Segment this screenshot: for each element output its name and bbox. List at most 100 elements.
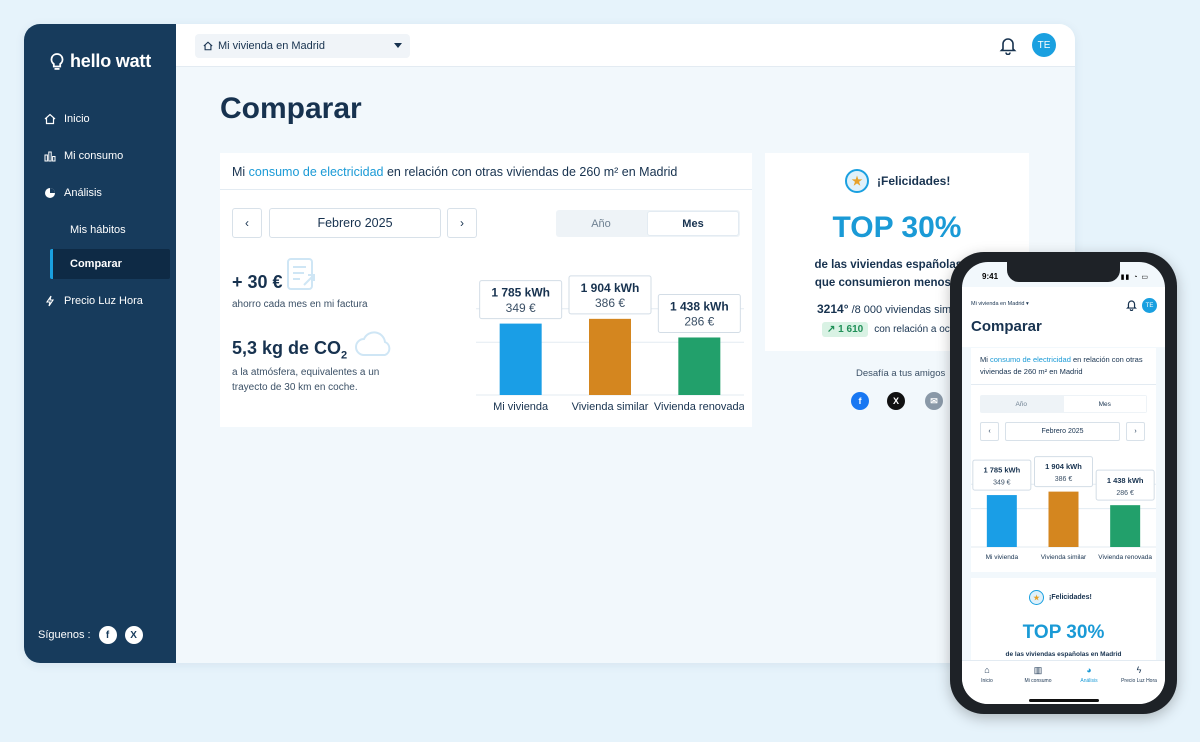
kwh-label: 1 904 kWh (1045, 462, 1082, 471)
bar (1048, 491, 1079, 547)
sidebar-item-label: Precio Luz Hora (64, 295, 143, 307)
sidebar-item-label: Comparar (70, 258, 122, 270)
bar (499, 323, 542, 395)
heading-link[interactable]: consumo de electricidad (990, 355, 1071, 364)
phone-period-display: Febrero 2025 (1005, 422, 1120, 441)
x-icon[interactable]: X (124, 626, 143, 644)
phone-home-label: Mi vivienda en Madrid (971, 301, 1025, 307)
sidebar-item-precio-luz-hora[interactable]: Precio Luz Hora (44, 295, 143, 307)
heading-text: en relación con otras viviendas de 260 m… (980, 355, 1143, 376)
sidebar-item-inicio[interactable]: Inicio (44, 113, 90, 125)
sidebar-item-mi-consumo[interactable]: Mi consumo (44, 150, 123, 162)
value-tooltip (657, 293, 741, 333)
kwh-label: 1 785 kWh (491, 286, 550, 300)
chevron-left-icon: ‹ (245, 216, 249, 230)
top-line-1: de las viviendas españolas en M (814, 259, 992, 271)
avatar[interactable]: TE (1142, 298, 1157, 313)
value-tooltip (568, 275, 652, 315)
cloud-icon (355, 331, 391, 356)
sidebar-item-mis-habitos[interactable]: Mis hábitos (70, 224, 126, 236)
heading-text: Mi (980, 355, 990, 364)
toggle-month[interactable]: Mes (647, 211, 739, 236)
challenge-text: Desafía a tus amigos (856, 368, 946, 379)
bar (1110, 505, 1141, 547)
phone-top-percent: TOP 30% (1022, 622, 1105, 643)
heading-link[interactable]: consumo de electricidad (248, 165, 384, 179)
toggle-year[interactable]: Año (591, 217, 611, 230)
congrats-text: ¡Felicidades! (1049, 594, 1092, 601)
home-selector[interactable]: Mi vivienda en Madrid (195, 34, 410, 58)
congrats-header: ★ ¡Felicidades! (845, 169, 950, 193)
tab-label: Precio Luz Hora (1121, 678, 1157, 684)
logo[interactable]: hello watt (50, 51, 151, 72)
bar (678, 337, 721, 395)
pie-chart-icon: ◕ (1086, 665, 1092, 675)
follow-label: Síguenos : (38, 629, 91, 641)
kwh-label: 1 438 kWh (670, 299, 729, 313)
co2-subscript: 2 (341, 349, 348, 362)
bulb-icon (50, 52, 64, 70)
bolt-icon (45, 295, 55, 307)
home-icon (203, 41, 213, 51)
cost-label: 349 € (506, 301, 536, 315)
home-selector-label: Mi vivienda en Madrid (218, 40, 325, 52)
prev-period-button[interactable]: ‹ (980, 422, 999, 441)
tab-mi-consumo[interactable]: ▥ Mi consumo (1013, 665, 1063, 684)
sidebar-item-analisis[interactable]: Análisis (44, 187, 102, 199)
x-share-icon[interactable]: X (887, 392, 905, 410)
cost-label: 286 € (1116, 490, 1134, 497)
phone-time: 9:41 (982, 272, 999, 281)
chevron-left-icon: ‹ (988, 428, 991, 435)
cost-label: 349 € (993, 480, 1011, 487)
facebook-icon[interactable]: f (98, 626, 117, 644)
comparison-card: Mi consumo de electricidad en relación c… (220, 153, 752, 427)
phone-notch (1007, 262, 1120, 282)
category-label: Vivienda renovada (654, 401, 744, 413)
logo-text: hello watt (70, 51, 152, 71)
rank-line: 3214° /8 000 viviendas sim (817, 302, 951, 316)
signal-wifi-battery-icon: ▮▮ ◔ ▭ (1120, 274, 1149, 281)
next-period-button[interactable]: › (447, 208, 477, 238)
toggle-month[interactable]: Mes (1063, 396, 1146, 412)
trend-line: ↗ 1 610 con relación a oct (822, 322, 953, 337)
email-share-icon[interactable]: ✉ (925, 392, 943, 410)
co2-value: 5,3 kg de CO2 (232, 338, 347, 362)
bar-chart-icon (44, 151, 56, 162)
kwh-label: 1 904 kWh (581, 281, 640, 295)
phone-comparison-heading: Mi consumo de electricidad en relación c… (971, 348, 1156, 385)
sidebar-item-comparar[interactable]: Comparar (70, 258, 122, 270)
bolt-icon: ϟ (1136, 665, 1142, 675)
tab-precio-luz-hora[interactable]: ϟ Precio Luz Hora (1114, 665, 1164, 684)
topbar: Mi vivienda en Madrid TE (176, 24, 1075, 67)
next-period-button[interactable]: › (1126, 422, 1145, 441)
top-description: de las viviendas españolas en M que cons… (783, 256, 1023, 292)
sidebar-item-label: Análisis (64, 187, 102, 199)
tab-label: Mi consumo (1024, 678, 1052, 684)
chevron-right-icon: › (1134, 428, 1137, 435)
avatar[interactable]: TE (1032, 33, 1056, 57)
sidebar: hello watt Inicio Mi consumo Análisis Mi… (24, 24, 176, 663)
category-label: Mi vivienda (986, 554, 1019, 561)
phone-home-selector[interactable]: Mi vivienda en Madrid ▾ (971, 301, 1029, 307)
bell-icon[interactable] (999, 36, 1017, 55)
prev-period-button[interactable]: ‹ (232, 208, 262, 238)
tab-analisis[interactable]: ◕ Análisis (1064, 665, 1114, 684)
rank-value: 3214° (817, 302, 849, 316)
category-label: Vivienda renovada (1098, 554, 1152, 561)
bell-icon[interactable] (1126, 299, 1137, 311)
tab-inicio[interactable]: ⌂ Inicio (962, 665, 1012, 684)
page-title: Comparar (220, 92, 362, 125)
period-toggle: Año Mes (556, 210, 740, 237)
home-icon: ⌂ (984, 665, 990, 675)
toggle-year[interactable]: Año (1015, 400, 1028, 408)
phone-congrats: ★ ¡Felicidades! (1029, 590, 1092, 605)
tab-label: Inicio (981, 678, 993, 684)
invoice-icon (287, 258, 315, 290)
value-tooltip (1034, 456, 1093, 488)
phone-period-toggle: Año Mes (980, 395, 1147, 413)
social-follow: Síguenos : f X (38, 626, 143, 644)
facebook-share-icon[interactable]: f (851, 392, 869, 410)
phone-page-title: Comparar (971, 318, 1042, 335)
tab-label: Análisis (1080, 678, 1098, 684)
